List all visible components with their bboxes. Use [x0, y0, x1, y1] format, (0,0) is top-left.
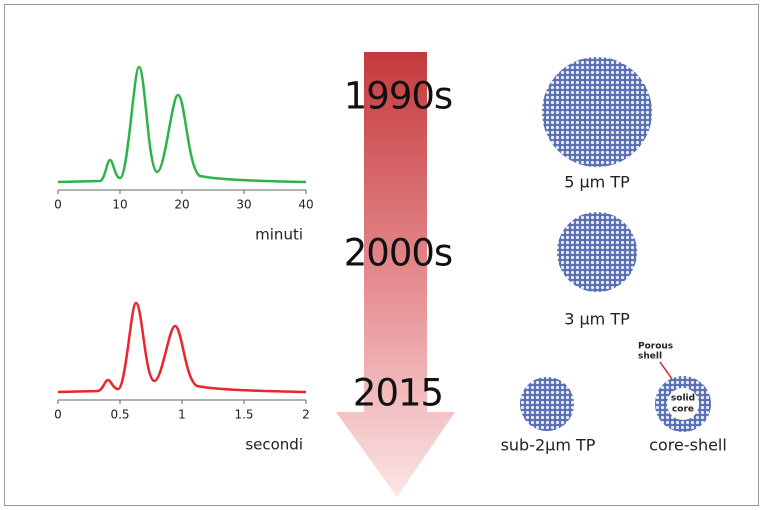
axis-unit: secondi [245, 436, 303, 454]
frame [4, 4, 759, 506]
timeline-year: 2000s [344, 232, 452, 275]
particle-3um [557, 212, 637, 292]
core-label: solid [671, 394, 695, 404]
chromatogram-curve [57, 301, 307, 394]
timeline-year: 1990s [344, 75, 452, 118]
particle-label: sub-2µm TP [501, 436, 596, 455]
x-tick-label: 0 [54, 198, 62, 212]
solid-core [667, 388, 699, 420]
x-tick-label: 40 [298, 198, 313, 212]
shell-label: Porous [638, 342, 673, 352]
particle-sub2um [520, 377, 574, 431]
x-tick-label: 0 [54, 408, 62, 422]
timeline-year: 2015 [353, 372, 443, 415]
core-label: core [672, 405, 694, 415]
x-tick-label: 2 [302, 408, 310, 422]
particle-label: 5 µm TP [564, 173, 630, 192]
timeline-arrow [336, 52, 455, 497]
x-tick-label: 1.5 [234, 408, 253, 422]
particle-5um [542, 57, 652, 167]
x-tick-label: 30 [236, 198, 251, 212]
shell-label: shell [638, 352, 662, 362]
particle-label: 3 µm TP [564, 310, 630, 329]
x-tick-label: 1 [178, 408, 186, 422]
chromatogram-curve [57, 65, 307, 184]
pointer-line [659, 361, 673, 380]
x-tick-label: 10 [112, 198, 127, 212]
x-tick-label: 20 [174, 198, 189, 212]
particle-label: core-shell [649, 436, 727, 455]
axis-unit: minuti [255, 226, 303, 244]
x-tick-label: 0.5 [110, 408, 129, 422]
